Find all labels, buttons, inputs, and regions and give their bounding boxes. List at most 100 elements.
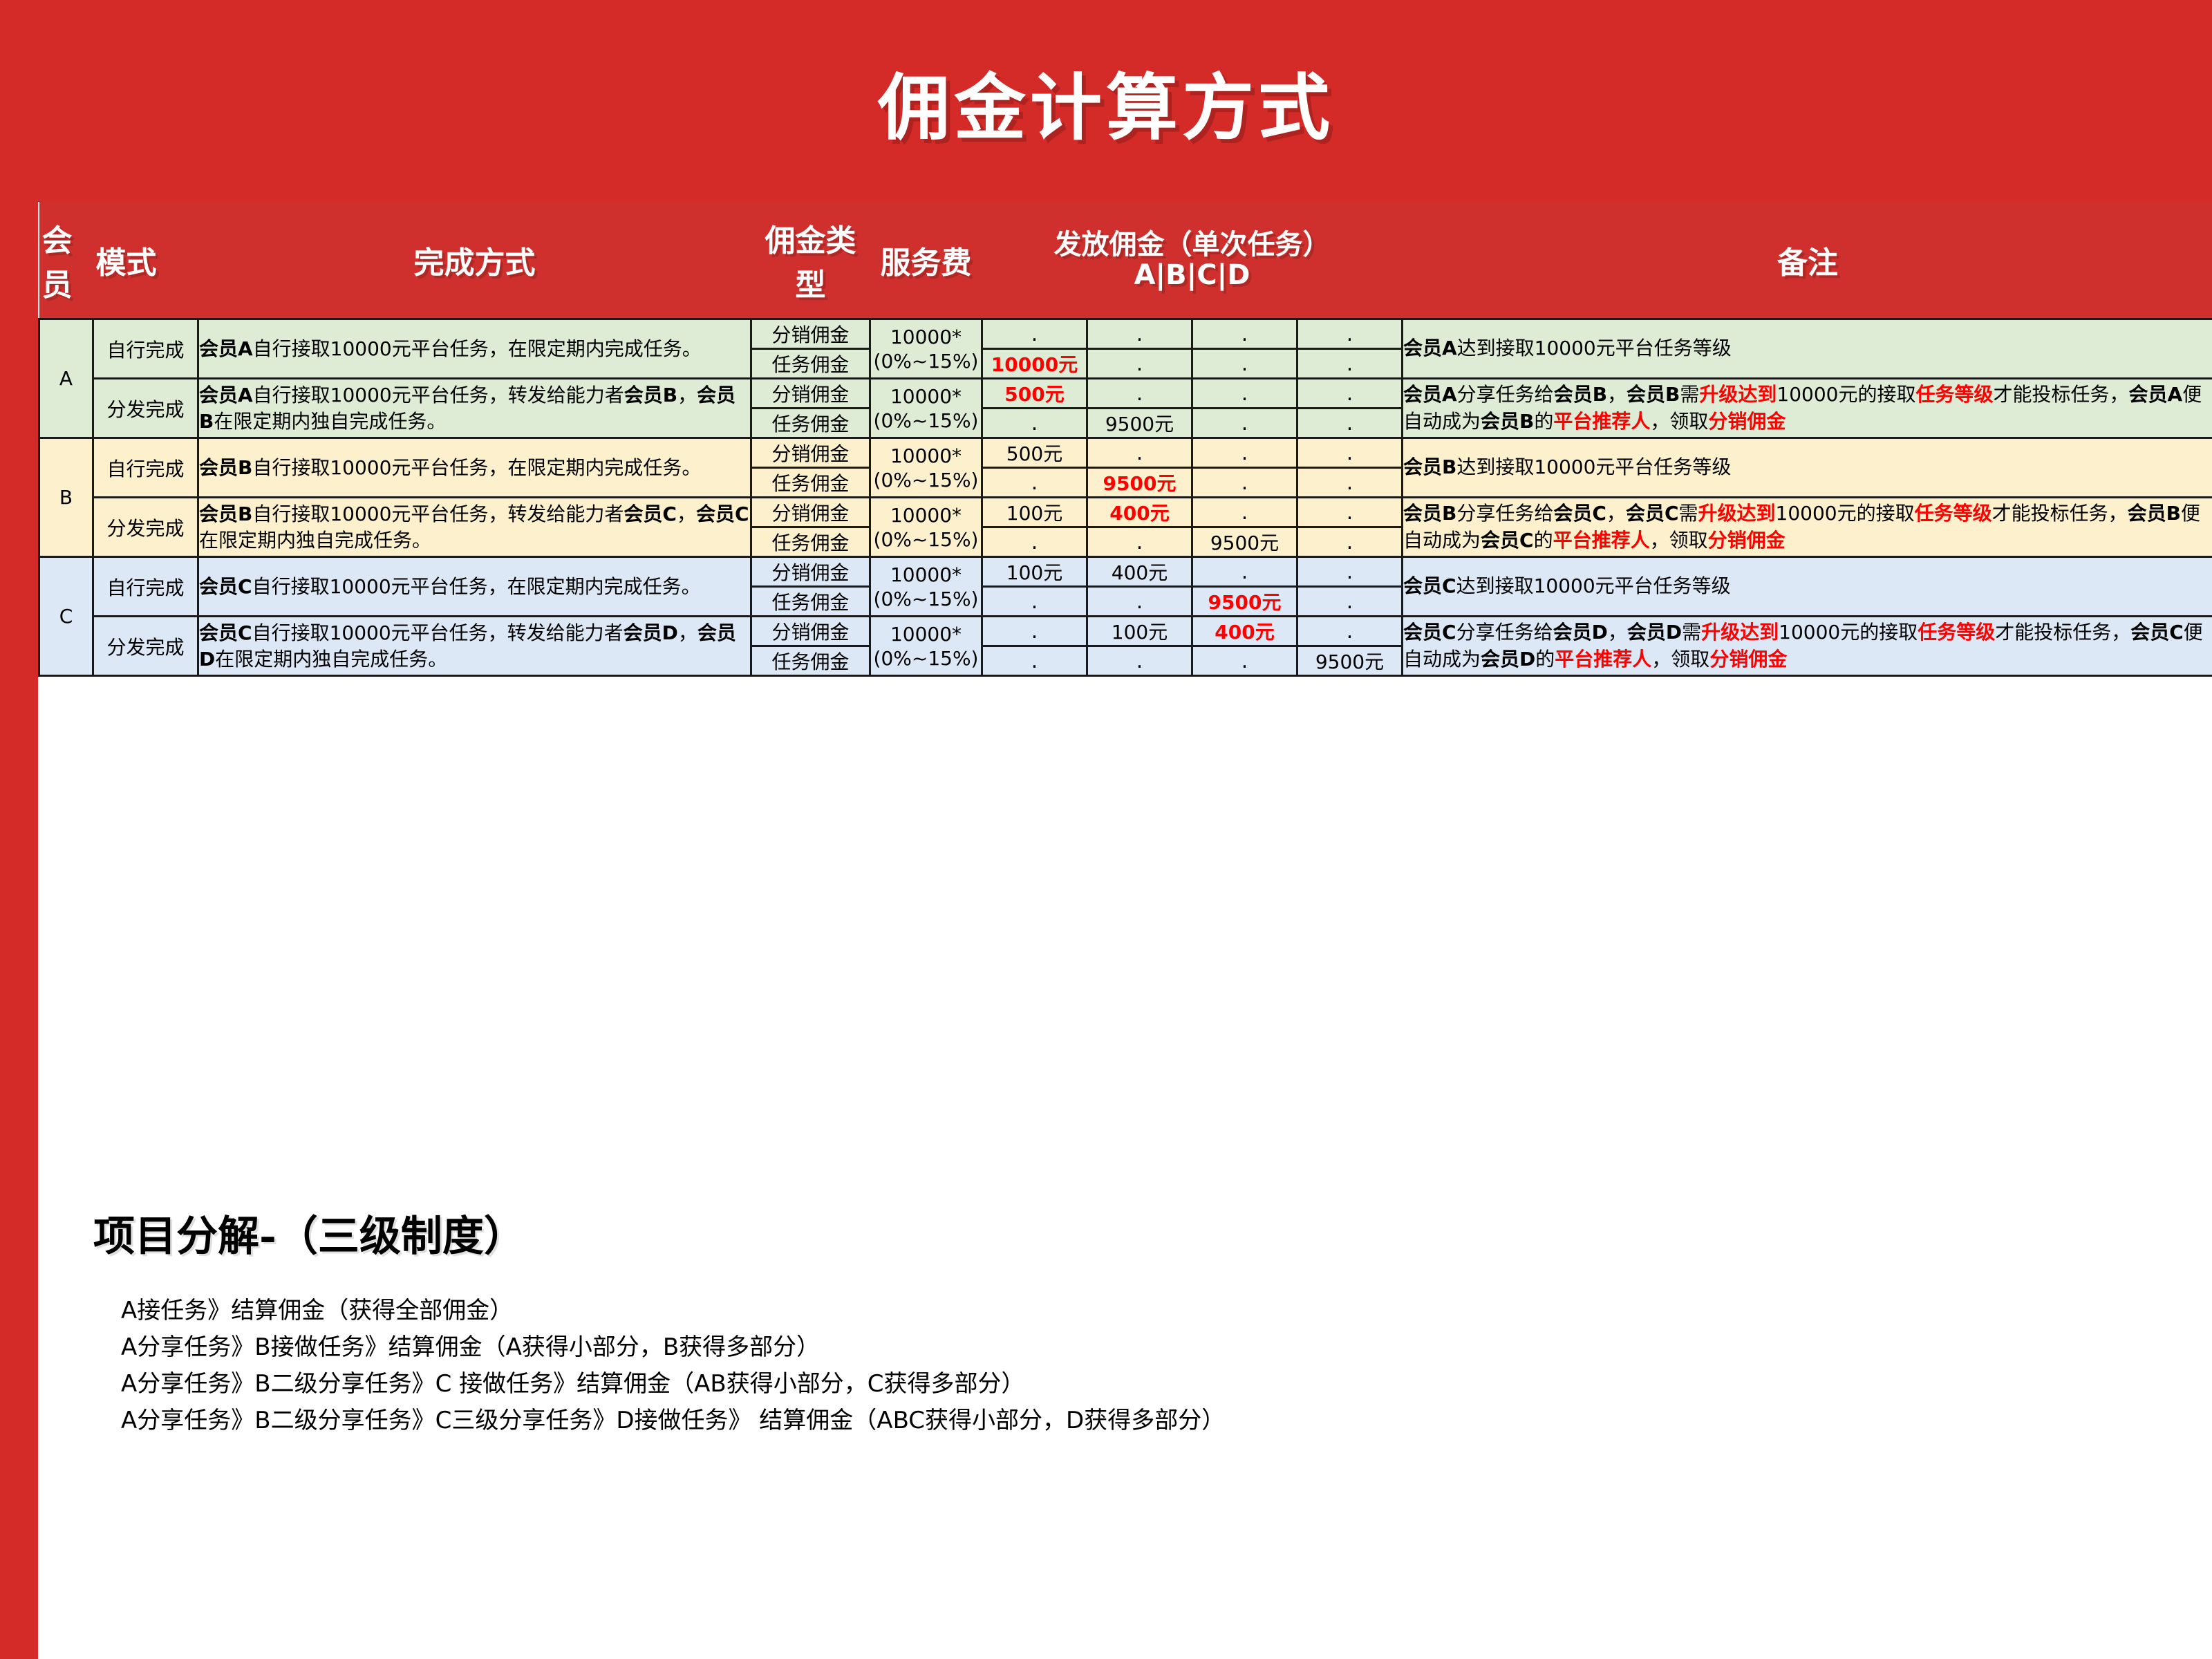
cell-remark: 会员A分享任务给会员B，会员B需升级达到10000元的接取任务等级才能投标任务，…: [1401, 377, 2212, 439]
cell-payout-c: 9500元: [1191, 585, 1298, 617]
cell-payout-b: 9500元: [1086, 407, 1193, 439]
cell-payout-a: 100元: [981, 556, 1088, 588]
cell-member-c: C: [38, 556, 94, 677]
table-row: 任务佣金... 9500元: [39, 645, 2212, 677]
cell-payout-a: .: [981, 526, 1088, 558]
cell-mode: 分发完成: [92, 377, 199, 439]
cell-method-description: 会员B自行接取10000元平台任务，在限定期内完成任务。: [197, 437, 752, 498]
table-row: C 自行完成 会员C自行接取10000元平台任务，在限定期内完成任务。 分销佣金 100…: [38, 556, 2212, 677]
cell-commission-type: 任务佣金: [750, 467, 871, 498]
cell-payout-c: .: [1191, 437, 1298, 469]
cell-payout-b: .: [1086, 585, 1193, 617]
cell-payout-c: .: [1191, 407, 1298, 439]
cell-commission-type: 分销佣金: [750, 377, 871, 409]
col-header-service-fee: 服务费: [870, 202, 982, 319]
table-header-row: 会员 模式 完成方式 佣金类型 服务费 发放佣金（单次任务） A|B|C|D 备…: [39, 202, 2212, 319]
table-row: 任务佣金.. 9500元.: [39, 585, 2212, 617]
cell-payout-d: .: [1296, 407, 1403, 439]
cell-commission-type: 任务佣金: [750, 348, 871, 379]
cell-commission-type: 分销佣金: [750, 318, 871, 350]
cell-payout-c: .: [1191, 467, 1298, 498]
cell-remark: 会员B分享任务给会员C，会员C需升级达到10000元的接取任务等级才能投标任务，…: [1401, 496, 2212, 558]
cell-method-description: 会员C自行接取10000元平台任务，转发给能力者会员D，会员D在限定期内独自完成…: [197, 615, 752, 677]
cell-commission-type: 任务佣金: [750, 407, 871, 439]
cell-payout-c: .: [1191, 377, 1298, 409]
cell-payout-a: 100元: [981, 496, 1088, 528]
cell-remark: 会员A达到接取10000元平台任务等级: [1401, 318, 2212, 379]
cell-payout-d: .: [1296, 496, 1403, 528]
table-row: 任务佣金 10000元...: [39, 348, 2212, 379]
page-title: 佣金计算方式: [877, 65, 1334, 150]
col-header-member: 会员: [39, 202, 93, 319]
cell-payout-d: 9500元: [1296, 645, 1403, 677]
cell-payout-a: 500元: [981, 437, 1088, 469]
cell-remark: 会员B达到接取10000元平台任务等级: [1401, 437, 2212, 498]
table-row: 任务佣金. 9500元..: [39, 407, 2212, 439]
cell-payout-a: .: [981, 318, 1088, 350]
cell-service-fee: 10000* (0%~15%): [869, 318, 983, 379]
cell-payout-b: 400元: [1086, 556, 1193, 588]
cell-service-fee: 10000* (0%~15%): [869, 615, 983, 677]
col-header-payout-sub: A|B|C|D: [1134, 259, 1250, 291]
cell-payout-d: .: [1296, 348, 1403, 379]
cell-payout-b: 9500元: [1086, 467, 1193, 498]
cell-payout-d: .: [1296, 556, 1403, 588]
cell-payout-c: 9500元: [1191, 526, 1298, 558]
col-header-method: 完成方式: [198, 202, 751, 319]
cell-payout-c: .: [1191, 556, 1298, 588]
cell-payout-d: .: [1296, 377, 1403, 409]
cell-payout-b: .: [1086, 348, 1193, 379]
cell-commission-type: 任务佣金: [750, 645, 871, 677]
commission-table: 会员 模式 完成方式 佣金类型 服务费 发放佣金（单次任务） A|B|C|D 备…: [38, 202, 2212, 677]
cell-payout-d: .: [1296, 615, 1403, 647]
breakdown-line-4: A分享任务》B二级分享任务》C三级分享任务》D接做任务》 结算佣金（ABC获得小…: [121, 1407, 1226, 1435]
cell-payout-c: .: [1191, 496, 1298, 528]
table-row: 分发完成 会员B自行接取10000元平台任务，转发给能力者会员C，会员C在限定期内…: [39, 496, 2212, 558]
cell-member-a: A: [38, 318, 94, 439]
cell-commission-type: 分销佣金: [750, 496, 871, 528]
cell-remark: 会员C分享任务给会员D，会员D需升级达到10000元的接取任务等级才能投标任务，…: [1401, 615, 2212, 677]
breakdown-title: 项目分解-（三级制度）: [93, 1212, 525, 1261]
cell-payout-b: .: [1086, 318, 1193, 350]
cell-payout-a: .: [981, 615, 1088, 647]
col-header-remark: 备注: [1402, 202, 2212, 319]
table-body: A 自行完成 会员A自行接取10000元平台任务，在限定期内完成任务。 分销佣金 100…: [38, 318, 2212, 677]
col-header-payout-main: 发放佣金（单次任务）: [1053, 229, 1331, 261]
breakdown-lines: A接任务》结算佣金（获得全部佣金） A分享任务》B接做任务》结算佣金（A获得小部分…: [121, 1293, 1225, 1439]
cell-payout-b: .: [1086, 377, 1193, 409]
cell-commission-type: 任务佣金: [750, 585, 871, 617]
col-header-payout: 发放佣金（单次任务） A|B|C|D: [982, 202, 1403, 319]
table-row: 分发完成 会员A自行接取10000元平台任务，转发给能力者会员B，会员B在限定期内…: [39, 377, 2212, 439]
cell-mode: 分发完成: [92, 496, 199, 558]
cell-commission-type: 任务佣金: [750, 526, 871, 558]
cell-payout-a: .: [981, 645, 1088, 677]
cell-mode: 自行完成: [92, 437, 199, 498]
cell-payout-b: .: [1086, 437, 1193, 469]
cell-payout-d: .: [1296, 437, 1403, 469]
table-row: 任务佣金. 9500元..: [39, 467, 2212, 498]
breakdown-line-3: A分享任务》B二级分享任务》C 接做任务》结算佣金（AB获得小部分，C获得多部分…: [121, 1370, 1025, 1398]
table-row: 分发完成 会员C自行接取10000元平台任务，转发给能力者会员D，会员D在限定期内…: [39, 615, 2212, 677]
cell-payout-a: 10000元: [981, 348, 1088, 379]
cell-payout-c: 400元: [1191, 615, 1298, 647]
table-row: A 自行完成 会员A自行接取10000元平台任务，在限定期内完成任务。 分销佣金 100…: [38, 318, 2212, 439]
cell-commission-type: 分销佣金: [750, 437, 871, 469]
page-header: 佣金计算方式: [0, 0, 2212, 202]
cell-service-fee: 10000* (0%~15%): [869, 496, 983, 558]
cell-payout-d: .: [1296, 585, 1403, 617]
breakdown-line-1: A接任务》结算佣金（获得全部佣金）: [121, 1297, 514, 1324]
cell-payout-a: .: [981, 467, 1088, 498]
cell-payout-b: 400元: [1086, 496, 1193, 528]
cell-payout-a: 500元: [981, 377, 1088, 409]
cell-method-description: 会员A自行接取10000元平台任务，在限定期内完成任务。: [197, 318, 752, 379]
cell-service-fee: 10000* (0%~15%): [869, 377, 983, 439]
cell-service-fee: 10000* (0%~15%): [869, 556, 983, 617]
table-row: B 自行完成 会员B自行接取10000元平台任务，在限定期内完成任务。 分销佣金 100…: [38, 437, 2212, 558]
cell-payout-a: .: [981, 407, 1088, 439]
cell-mode: 分发完成: [92, 615, 199, 677]
col-header-mode: 模式: [93, 202, 198, 319]
col-header-commission-type: 佣金类型: [751, 202, 870, 319]
cell-payout-c: .: [1191, 348, 1298, 379]
cell-payout-c: .: [1191, 318, 1298, 350]
cell-payout-d: .: [1296, 318, 1403, 350]
